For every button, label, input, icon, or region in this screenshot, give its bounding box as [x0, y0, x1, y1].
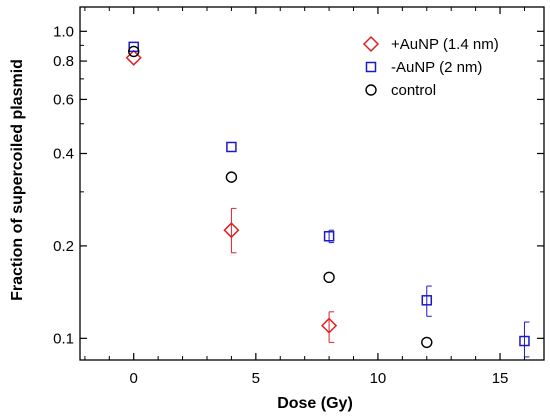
data-point-square	[128, 41, 139, 53]
data-point-square	[519, 335, 530, 347]
x-axis-title: Dose (Gy)	[277, 395, 353, 412]
data-point-circle	[225, 171, 238, 183]
plot-frame	[79, 6, 545, 361]
data-point-diamond	[125, 49, 142, 66]
data-point-diamond	[321, 317, 338, 334]
y-tick-label: 0.2	[53, 238, 74, 255]
x-tick-label: 0	[130, 370, 138, 387]
y-axis-title: Fraction of supercoiled plasmid	[9, 59, 26, 301]
data-point-square	[226, 141, 237, 153]
data-point-diamond	[223, 222, 240, 239]
y-tick-label: 1.0	[53, 23, 74, 40]
data-point-square	[323, 231, 335, 242]
y-tick-label: 0.8	[53, 53, 74, 70]
y-tick-label: 0.6	[53, 91, 74, 108]
legend-marker-circle	[365, 84, 377, 96]
x-tick-label: 10	[370, 370, 387, 387]
legend-marker-diamond	[362, 35, 380, 53]
data-point-circle	[128, 45, 140, 58]
legend-label: -AuNP (2 nm)	[391, 59, 482, 76]
data-point-circle	[421, 336, 433, 349]
x-tick-label: 15	[492, 370, 509, 387]
y-tick-label: 0.4	[53, 145, 74, 162]
legend-label: control	[391, 82, 436, 99]
legend-label: +AuNP (1.4 nm)	[391, 36, 499, 53]
x-tick-label: 5	[252, 370, 260, 387]
y-tick-label: 0.1	[53, 330, 74, 347]
data-point-square	[421, 295, 433, 306]
legend-marker-square	[365, 61, 377, 73]
data-point-circle	[323, 271, 335, 284]
